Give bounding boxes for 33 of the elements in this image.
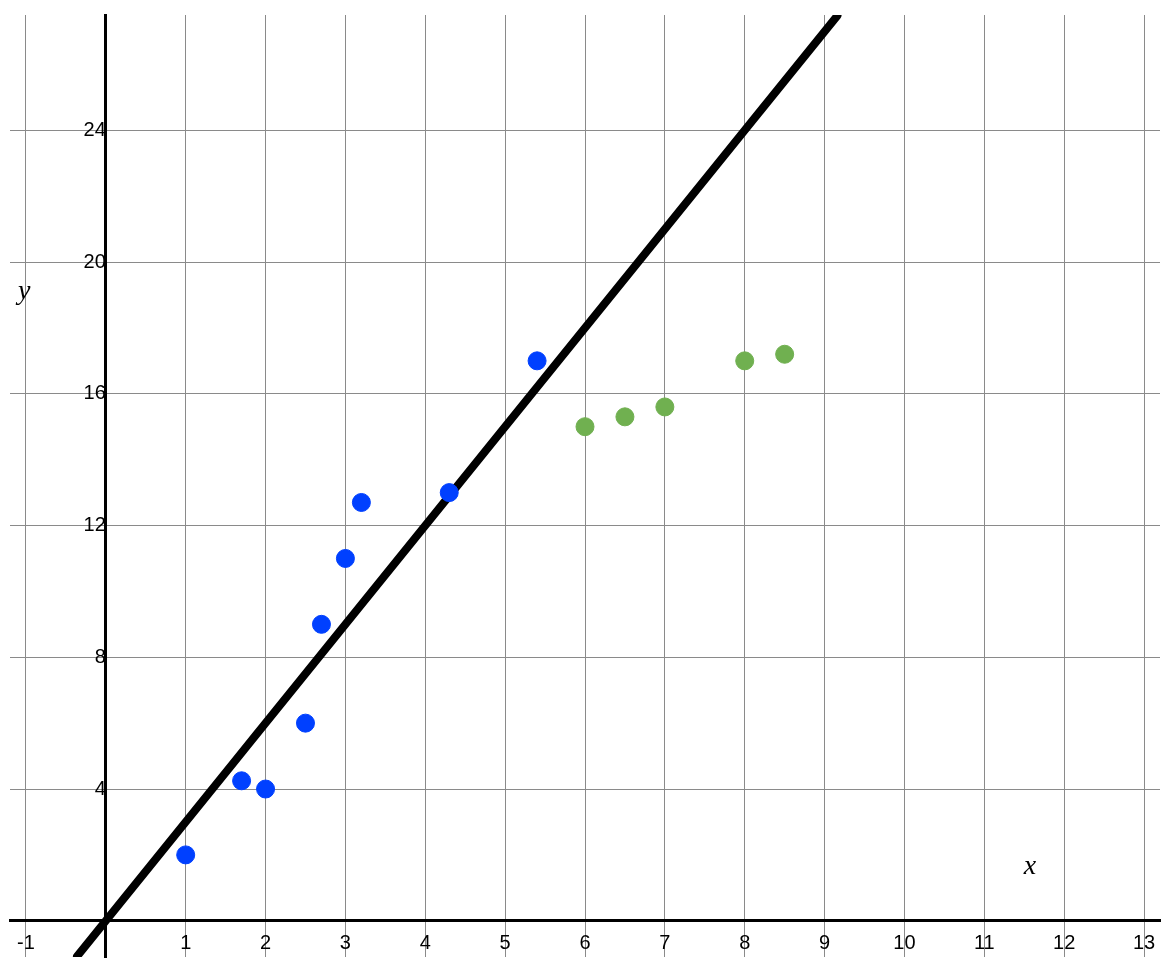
point: [655, 397, 675, 417]
point: [527, 351, 547, 371]
x-tick-label: 11: [973, 931, 995, 954]
point: [575, 417, 595, 437]
point: [311, 614, 331, 634]
x-tick-label: 4: [419, 931, 431, 954]
point: [615, 407, 635, 427]
point: [735, 351, 755, 371]
x-tick-label: 7: [659, 931, 671, 954]
x-tick-label: 13: [1132, 931, 1156, 954]
x-tick-label: 12: [1053, 931, 1076, 954]
x-tick-label: 8: [739, 931, 751, 954]
point: [439, 483, 459, 503]
y-tick-label: 4: [94, 776, 106, 799]
point: [232, 771, 252, 791]
y-tick-label: 12: [83, 513, 106, 536]
x-tick-label: -1: [17, 931, 35, 954]
point: [775, 344, 795, 364]
point: [256, 779, 276, 799]
point: [295, 713, 315, 733]
x-axis-title: x: [1022, 849, 1037, 881]
point: [351, 492, 371, 512]
x-tick-label: 3: [339, 931, 351, 954]
point: [335, 548, 355, 568]
x-tick-label: 1: [180, 931, 192, 954]
y-tick-label: 24: [83, 117, 106, 140]
point: [176, 845, 196, 865]
y-axis-title: y: [15, 273, 31, 305]
x-tick-label: 9: [819, 931, 831, 954]
x-tick-label: 2: [259, 931, 272, 954]
x-tick-label: 5: [499, 931, 511, 954]
x-tick-label: 10: [893, 931, 916, 954]
x-tick-label: 6: [579, 931, 591, 954]
